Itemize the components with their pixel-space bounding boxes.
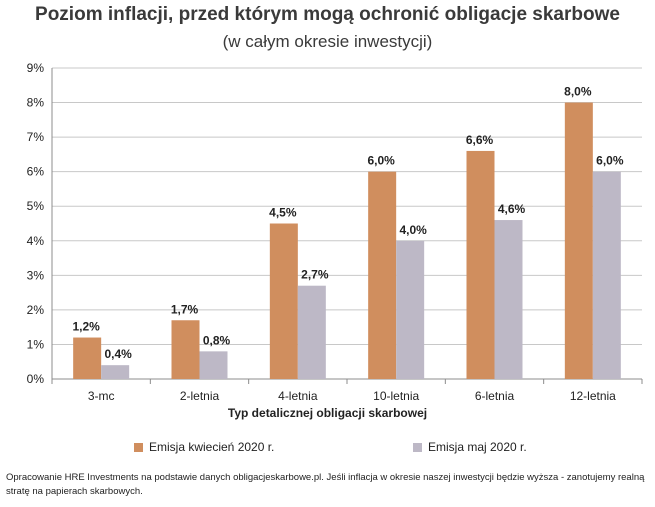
x-tick-label: 2-letnia	[180, 389, 220, 403]
x-tick-label: 4-letnia	[278, 389, 318, 403]
chart-title: Poziom inflacji, przed którym mogą ochro…	[35, 4, 620, 25]
bar	[73, 337, 102, 379]
y-tick-label: 8%	[27, 96, 45, 110]
y-tick-label: 2%	[27, 303, 45, 317]
bar	[269, 223, 298, 379]
data-label: 6,0%	[596, 154, 624, 168]
legend: Emisja kwiecień 2020 r. Emisja maj 2020 …	[0, 438, 655, 458]
data-label: 6,0%	[367, 154, 395, 168]
y-tick-label: 7%	[27, 130, 45, 144]
x-axis-title: Typ detalicznej obligacji skarbowej	[227, 406, 428, 420]
legend-swatch-may	[413, 442, 422, 452]
y-tick-label: 6%	[27, 165, 45, 179]
data-label: 1,7%	[171, 302, 199, 316]
x-tick-label: 3-mc	[88, 389, 115, 403]
data-label: 4,0%	[399, 223, 427, 237]
bar	[297, 285, 326, 379]
bar	[592, 171, 621, 379]
x-tick-label: 10-letnia	[373, 389, 419, 403]
chart-subtitle: (w całym okresie inwestycji)	[222, 32, 433, 51]
legend-label-april: Emisja kwiecień 2020 r.	[149, 440, 275, 454]
data-label: 6,6%	[466, 133, 494, 147]
x-tick-label: 6-letnia	[475, 389, 515, 403]
y-tick-label: 9%	[27, 61, 45, 75]
bar-chart: 0% 1% 2% 3% 4% 5% 6% 7% 8% 9% 1,2% 0,4% 3-mc 1,7% 0,8%…	[27, 61, 643, 403]
legend-label-may: Emisja maj 2020 r.	[428, 440, 527, 454]
x-tick-label: 12-letnia	[570, 389, 616, 403]
legend-swatch-april	[134, 442, 143, 452]
bar	[564, 102, 593, 380]
data-label: 4,5%	[269, 206, 297, 220]
legend-item-april: Emisja kwiecień 2020 r.	[134, 440, 274, 454]
bar	[396, 240, 425, 379]
data-label: 1,2%	[72, 320, 100, 334]
data-label: 0,4%	[104, 347, 132, 361]
data-label: 4,6%	[498, 202, 526, 216]
bar	[101, 365, 130, 379]
data-label: 8,0%	[564, 85, 592, 99]
data-label: 2,7%	[301, 268, 329, 282]
bar	[199, 351, 228, 379]
footnote: Opracowanie HRE Investments na podstawie…	[6, 472, 645, 497]
y-tick-label: 3%	[27, 268, 45, 282]
bar	[466, 150, 495, 379]
y-tick-label: 0%	[27, 372, 45, 386]
data-label: 0,8%	[203, 333, 231, 347]
y-tick-label: 1%	[27, 337, 45, 351]
y-tick-label: 4%	[27, 234, 45, 248]
bar	[368, 171, 397, 379]
legend-item-may: Emisja maj 2020 r.	[413, 440, 527, 454]
bar	[171, 320, 200, 379]
y-tick-label: 5%	[27, 199, 45, 213]
bar	[494, 220, 523, 379]
